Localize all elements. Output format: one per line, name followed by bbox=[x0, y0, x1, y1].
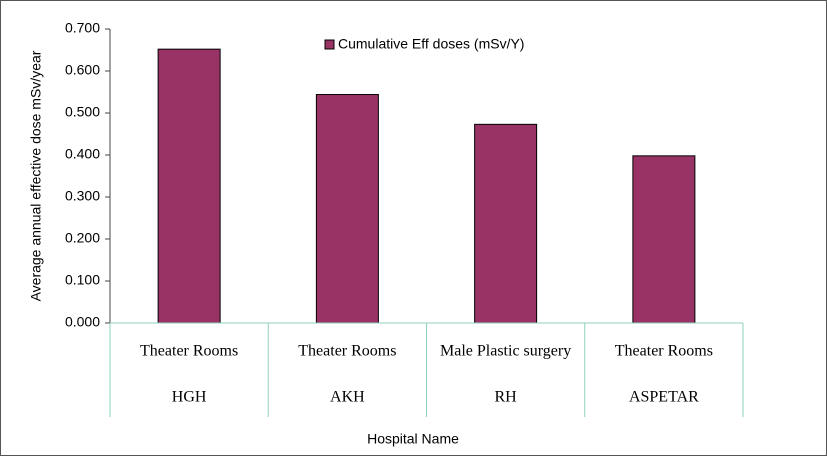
x-tick-label: Theater Rooms bbox=[298, 343, 396, 360]
bar bbox=[632, 155, 696, 324]
bar bbox=[474, 123, 538, 324]
y-tick-label: 0.200 bbox=[65, 230, 100, 246]
y-tick-label: 0.000 bbox=[65, 314, 100, 330]
y-tick-label: 0.500 bbox=[65, 104, 100, 120]
x-group-label: AKH bbox=[330, 389, 365, 406]
x-group-label: HGH bbox=[172, 389, 207, 406]
x-tick-label: Theater Rooms bbox=[140, 343, 238, 360]
y-axis-label: Average annual effective dose mSv/year bbox=[28, 50, 44, 301]
y-tick-label: 0.300 bbox=[65, 188, 100, 204]
y-tick-label: 0.600 bbox=[65, 62, 100, 78]
x-group-label: RH bbox=[495, 389, 518, 406]
x-tick-label: Theater Rooms bbox=[615, 343, 713, 360]
y-tick-label: 0.700 bbox=[65, 20, 100, 36]
legend-marker bbox=[324, 39, 335, 50]
legend-label: Cumulative Eff doses (mSv/Y) bbox=[338, 36, 524, 52]
y-tick-label: 0.400 bbox=[65, 146, 100, 162]
y-tick-label: 0.100 bbox=[65, 272, 100, 288]
bar bbox=[157, 48, 221, 324]
bar bbox=[315, 94, 379, 324]
x-tick-label: Male Plastic surgery bbox=[440, 343, 571, 360]
x-group-label: ASPETAR bbox=[629, 389, 699, 406]
x-axis-label: Hospital Name bbox=[367, 431, 459, 447]
